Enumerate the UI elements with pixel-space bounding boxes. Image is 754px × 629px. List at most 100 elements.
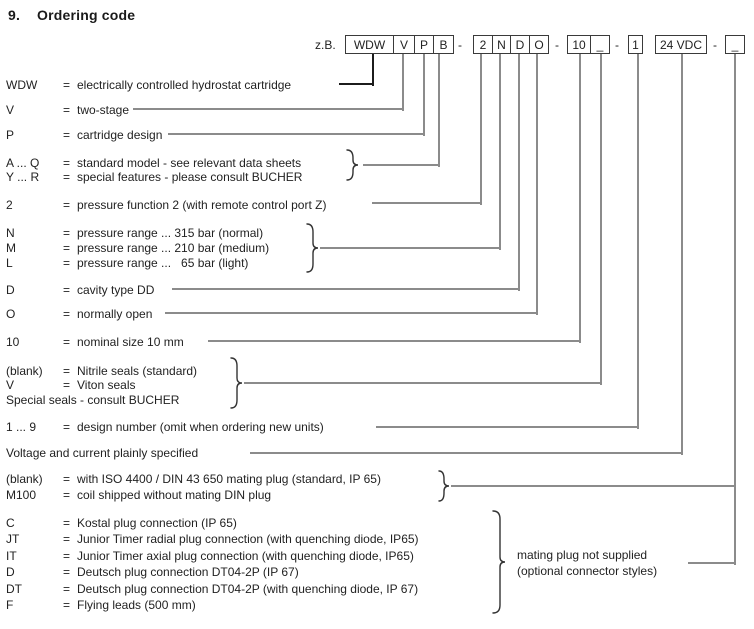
row-code-label: (blank)	[6, 472, 43, 486]
equals-sign: =	[63, 472, 71, 486]
row-description: Viton seals	[77, 378, 136, 392]
row-code-label: D	[6, 565, 15, 579]
row-code-label: D	[6, 283, 15, 297]
connector-line-vertical	[536, 54, 538, 315]
code-description-row: V = two-stage	[6, 103, 129, 117]
row-description: nominal size 10 mm	[77, 335, 184, 349]
connector-line-horizontal	[363, 164, 439, 166]
row-code-label: V	[6, 103, 15, 117]
code-cell: WDW	[346, 36, 394, 53]
code-description-row: DT = Deutsch plug connection DT04-2P (with…	[6, 582, 418, 596]
code-description-row: JT = Junior Timer radial plug connection (…	[6, 532, 419, 546]
grouping-brace	[438, 470, 450, 502]
connector-line-vertical	[372, 54, 374, 86]
equals-sign: =	[63, 198, 71, 212]
row-code-label: JT	[6, 532, 20, 546]
row-description: design number (omit when ordering new un…	[77, 420, 324, 434]
code-description-row: O = normally open	[6, 307, 152, 321]
row-code-label: 10	[6, 335, 20, 349]
connector-line-vertical	[438, 54, 440, 167]
row-code-label: DT	[6, 582, 22, 596]
row-description: electrically controlled hydrostat cartri…	[77, 78, 292, 92]
row-code-label: N	[6, 226, 15, 240]
code-description-row: IT = Junior Timer axial plug connection (w…	[6, 549, 414, 563]
row-code-label: F	[6, 598, 14, 612]
equals-sign: =	[63, 364, 71, 378]
code-separator-dash: -	[555, 37, 559, 52]
row-code-label: P	[6, 128, 15, 142]
row-code-label: IT	[6, 549, 17, 563]
row-code-label: WDW	[6, 78, 38, 92]
code-description-row: P = cartridge design	[6, 128, 162, 142]
code-description-row: (blank) = Nitrile seals (standard)	[6, 364, 197, 378]
equals-sign: =	[63, 378, 71, 392]
code-cell: _	[596, 37, 604, 52]
code-box-group: 10 _	[567, 35, 610, 54]
equals-sign: =	[63, 170, 71, 184]
code-description-row: F = Flying leads (500 mm)	[6, 598, 196, 612]
equals-sign: =	[63, 307, 71, 321]
code-description-row: M = pressure range ... 210 bar (medium)	[6, 241, 269, 255]
row-code-label: L	[6, 256, 13, 270]
row-description: coil shipped without mating DIN plug	[77, 488, 272, 502]
row-code-label: C	[6, 516, 15, 530]
row-description: cavity type DD	[77, 283, 155, 297]
code-description-row: 1 ... 9 = design number (omit when orderin…	[6, 420, 324, 434]
equals-sign: =	[63, 565, 71, 579]
equals-sign: =	[63, 241, 71, 255]
row-description: two-stage	[77, 103, 130, 117]
code-box: 24 VDC	[655, 35, 707, 54]
row-description: pressure range ... 65 bar (light)	[77, 256, 249, 270]
connector-line-vertical	[637, 54, 639, 429]
section-heading: 9. Ordering code	[8, 7, 135, 23]
code-description-row: Voltage and current plainly specified	[6, 446, 198, 460]
row-description: normally open	[77, 307, 153, 321]
code-description-row: (blank) = with ISO 4400 / DIN 43 650 matin…	[6, 472, 381, 486]
connector-line-horizontal	[133, 108, 403, 110]
code-cell: B	[439, 37, 448, 52]
connector-line-vertical	[734, 54, 736, 565]
connector-line-horizontal	[320, 247, 500, 249]
row-description: Deutsch plug connection DT04-2P (with qu…	[77, 582, 419, 596]
connector-line-vertical	[579, 54, 581, 343]
equals-sign: =	[63, 516, 71, 530]
code-cell: O	[534, 37, 544, 52]
code-cell: 2	[474, 36, 493, 53]
connector-line-vertical	[499, 54, 501, 250]
connector-line-horizontal	[451, 485, 735, 487]
equals-sign: =	[63, 488, 71, 502]
connector-line-horizontal	[376, 426, 638, 428]
row-code-label: A ... Q	[6, 156, 40, 170]
connector-line-vertical	[480, 54, 482, 205]
row-description: Junior Timer axial plug connection (with…	[77, 549, 414, 563]
row-description: Special seals - consult BUCHER	[6, 393, 180, 407]
section-title: Ordering code	[37, 7, 136, 23]
side-note-line2: (optional connector styles)	[517, 564, 658, 578]
connector-line-horizontal	[208, 340, 580, 342]
row-description: Deutsch plug connection DT04-2P (IP 67)	[77, 565, 299, 579]
side-note: mating plug not supplied (optional conne…	[517, 547, 657, 579]
row-description: Flying leads (500 mm)	[77, 598, 196, 612]
connector-line-vertical	[600, 54, 602, 385]
grouping-brace	[492, 510, 506, 614]
connector-line-horizontal	[168, 133, 424, 135]
row-description: with ISO 4400 / DIN 43 650 mating plug (…	[77, 472, 381, 486]
equals-sign: =	[63, 335, 71, 349]
row-code-label: O	[6, 307, 16, 321]
code-description-row: C = Kostal plug connection (IP 65)	[6, 516, 237, 530]
equals-sign: =	[63, 549, 71, 563]
code-description-row: Special seals - consult BUCHER	[6, 393, 179, 407]
connector-line-horizontal	[244, 382, 601, 384]
row-description: Junior Timer radial plug connection (wit…	[77, 532, 419, 546]
code-cell: D	[511, 36, 530, 53]
connector-line-horizontal	[165, 312, 537, 314]
code-description-row: 2 = pressure function 2 (with remote contr…	[6, 198, 326, 212]
row-code-label: Y ... R	[6, 170, 40, 184]
equals-sign: =	[63, 532, 71, 546]
code-separator-dash: -	[713, 37, 717, 52]
equals-sign: =	[63, 598, 71, 612]
connector-line-horizontal	[339, 83, 373, 85]
code-description-row: Y ... R = special features - please consul…	[6, 170, 302, 184]
